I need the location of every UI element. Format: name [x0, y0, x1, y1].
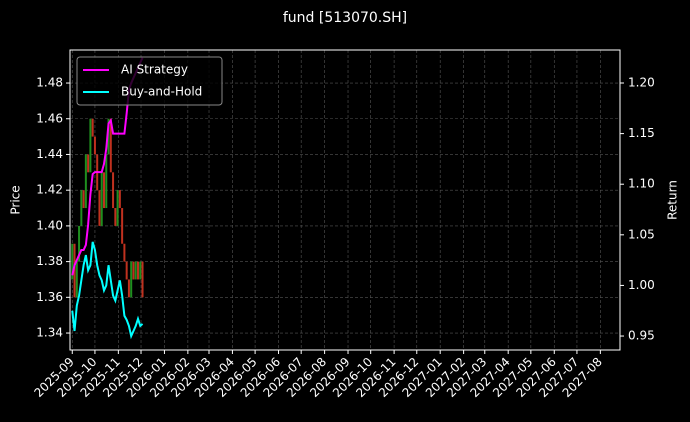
- y-tick-label: 1.34: [36, 326, 63, 340]
- candle-body: [123, 243, 126, 262]
- chart-title: fund [513070.SH]: [283, 10, 407, 26]
- y2-axis-label: Return: [666, 180, 680, 220]
- y2-tick-label: 1.00: [628, 278, 655, 292]
- y2-tick-label: 1.20: [628, 75, 655, 89]
- candle-body: [73, 243, 76, 298]
- y2-tick-label: 1.10: [628, 177, 655, 191]
- y2-tick-label: 0.95: [628, 329, 655, 343]
- candle-body: [98, 190, 101, 226]
- y-axis-label: Price: [9, 185, 23, 214]
- y-tick-label: 1.42: [36, 183, 63, 197]
- candle-body: [82, 190, 85, 209]
- candle-body: [91, 118, 94, 137]
- y-tick-label: 1.36: [36, 290, 63, 304]
- candle-body: [109, 118, 112, 173]
- series-line: [71, 241, 144, 340]
- y-tick-label: 1.40: [36, 218, 63, 232]
- candle-body: [127, 279, 130, 298]
- plot-frame: [69, 49, 621, 351]
- candle-body: [112, 172, 115, 209]
- legend-box: [76, 56, 223, 106]
- y-tick-label: 1.44: [36, 147, 63, 161]
- legend-label: AI Strategy: [121, 63, 188, 77]
- candle-body: [71, 243, 74, 280]
- candle-body: [130, 261, 133, 298]
- candle-body: [84, 154, 87, 209]
- y-tick-label: 1.38: [36, 254, 63, 268]
- candle-body: [75, 261, 78, 298]
- candle-body: [139, 261, 142, 280]
- candle-body: [89, 118, 92, 173]
- candle-body: [116, 190, 119, 226]
- y-tick-label: 1.46: [36, 111, 63, 125]
- y2-tick-label: 1.05: [628, 227, 655, 241]
- candle-body: [80, 190, 83, 226]
- y-tick-label: 1.48: [36, 76, 63, 90]
- candle-body: [78, 225, 81, 262]
- candle-body: [105, 154, 108, 209]
- candle-body: [100, 172, 103, 226]
- candle-body: [118, 190, 121, 209]
- candle-body: [132, 261, 135, 280]
- y2-tick-label: 1.15: [628, 126, 655, 140]
- candle-body: [136, 261, 139, 280]
- candle-body: [107, 118, 110, 155]
- candle-body: [121, 208, 124, 244]
- candle-body: [125, 261, 128, 280]
- candle-body: [87, 154, 90, 173]
- candle-body: [114, 208, 117, 226]
- candle-body: [141, 261, 144, 298]
- candle-body: [134, 261, 137, 280]
- legend-label: Buy-and-Hold: [121, 85, 202, 99]
- candle-body: [93, 136, 96, 155]
- candle-body: [102, 172, 105, 209]
